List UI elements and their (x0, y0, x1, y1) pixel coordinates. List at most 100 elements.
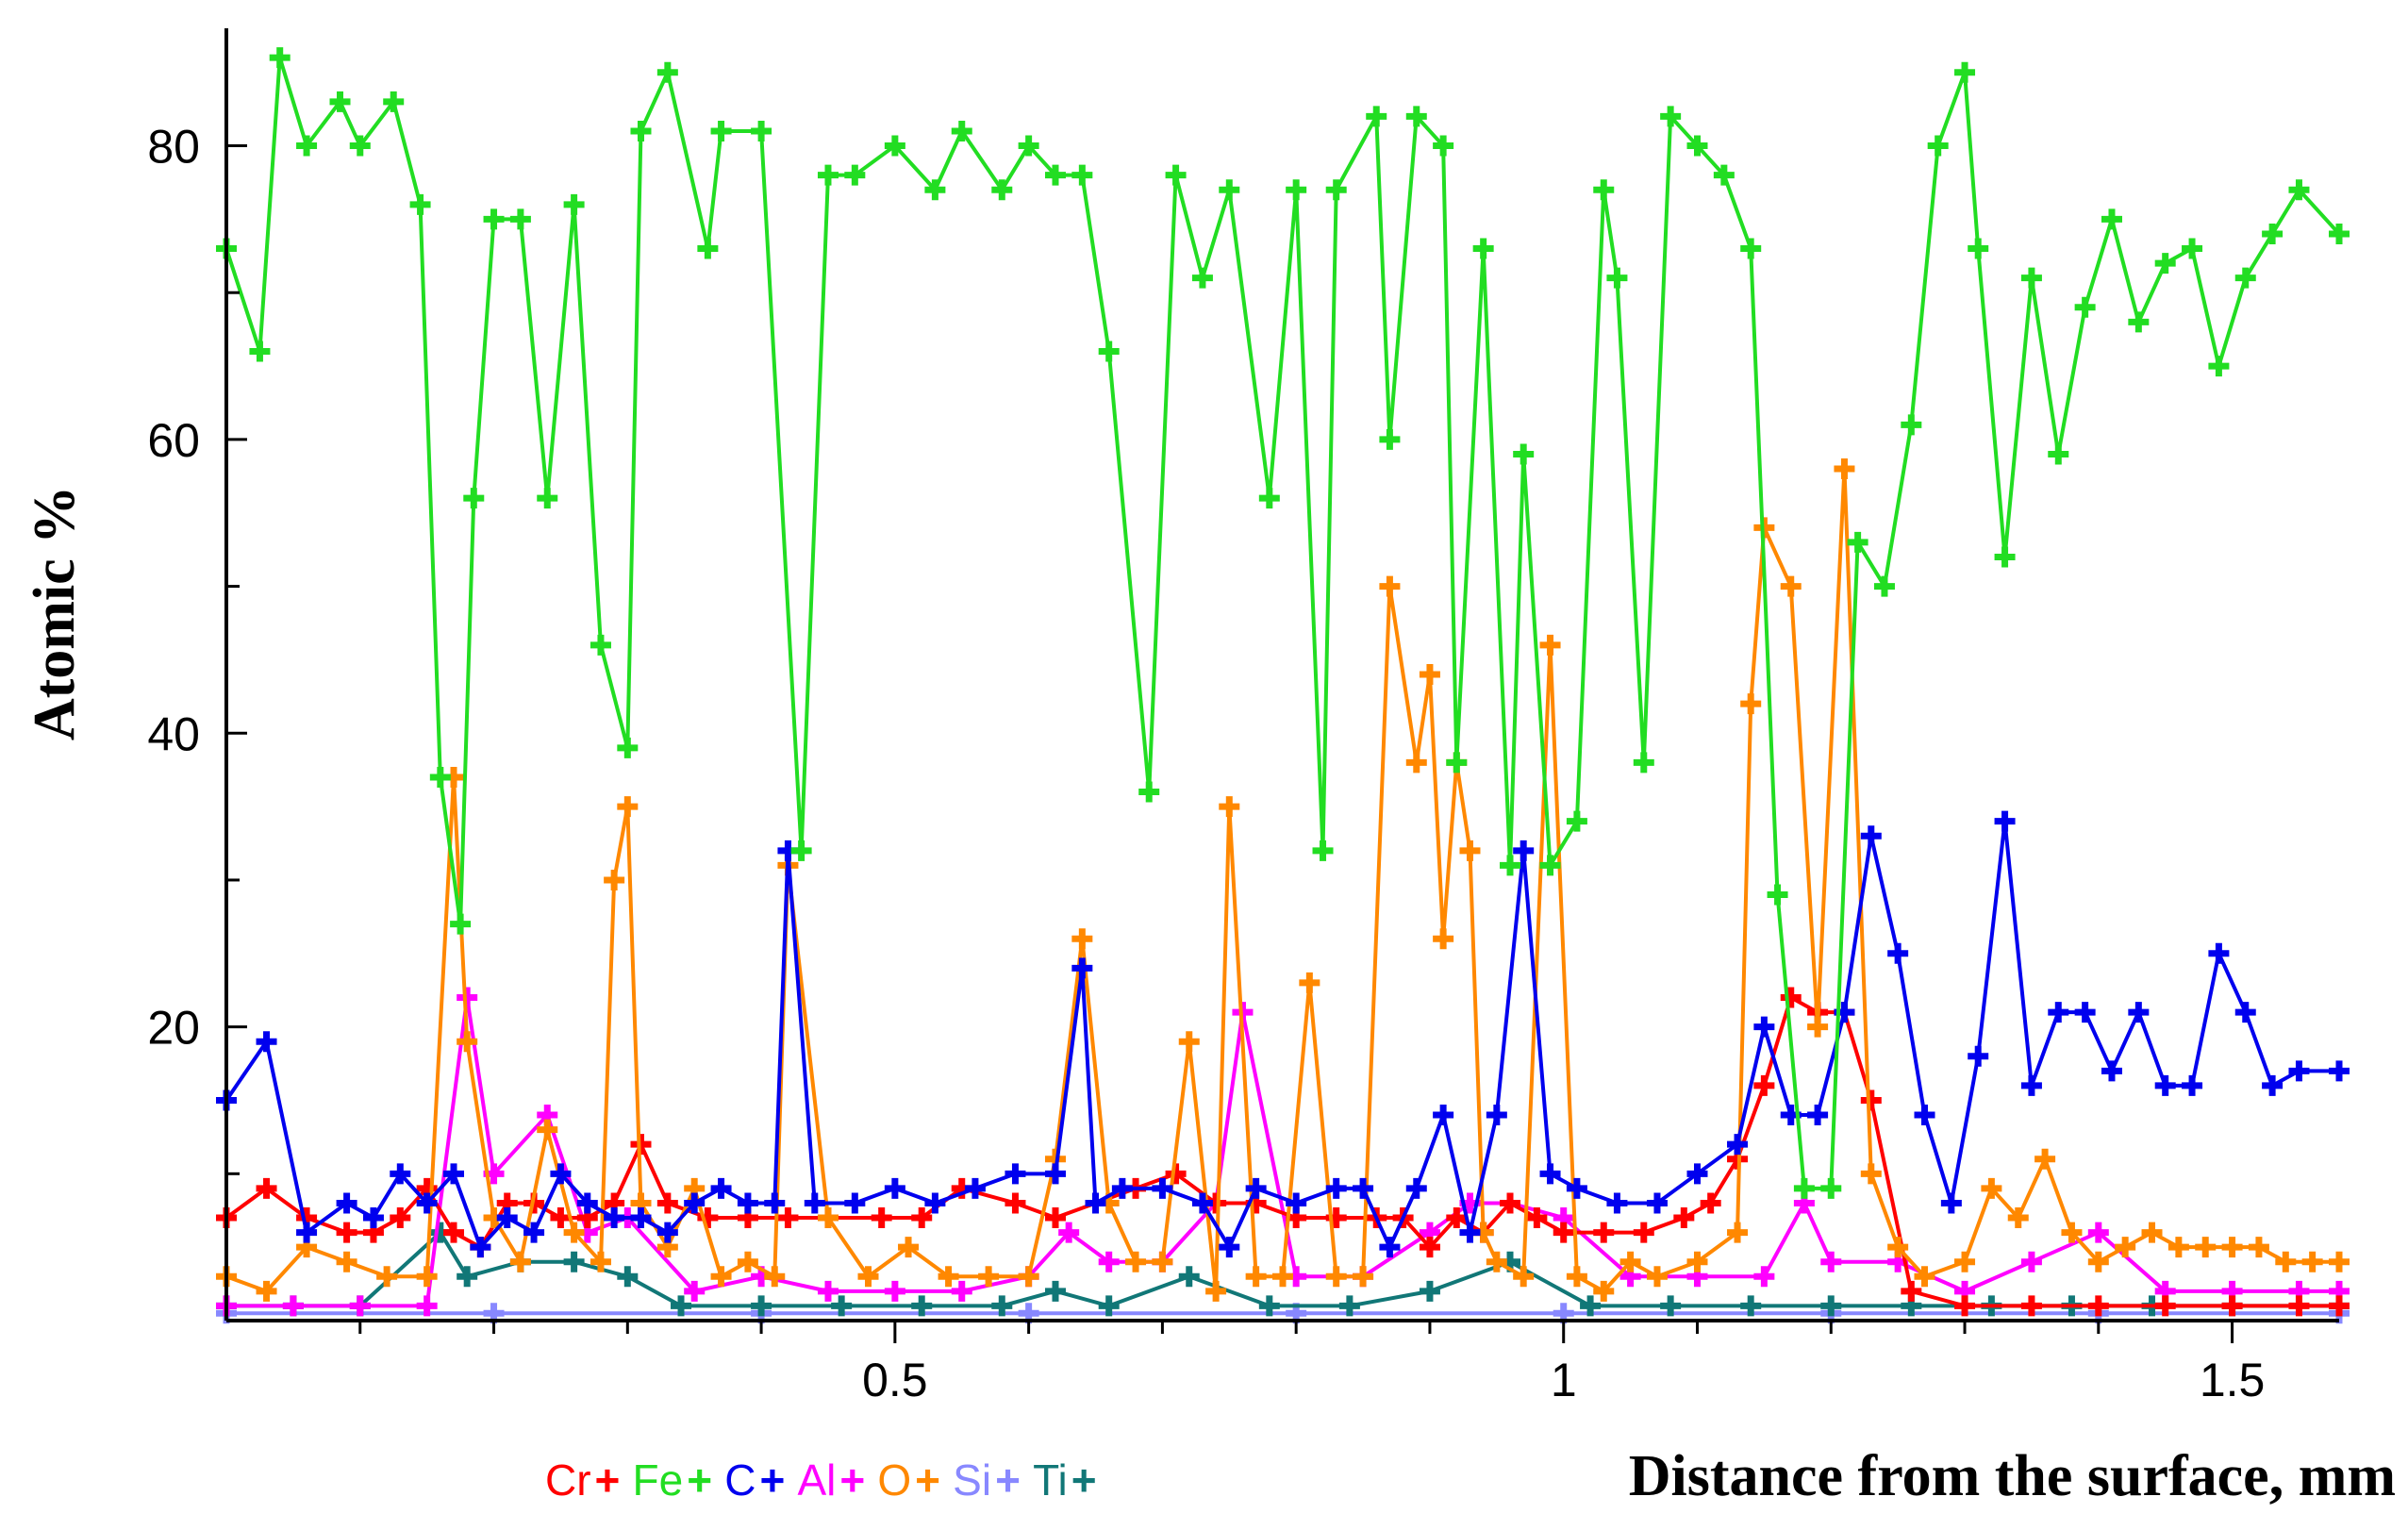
data-point-fe (1219, 179, 1240, 201)
data-point-fe (483, 208, 505, 230)
legend-marker-o: + (915, 1455, 940, 1505)
data-point-o (1125, 1251, 1147, 1272)
data-point-o (1566, 1266, 1587, 1288)
data-point-cr (550, 1207, 572, 1229)
data-point-c (964, 1177, 986, 1199)
data-point-fe (1606, 267, 1628, 289)
data-point-fe (951, 120, 972, 141)
x-tick-label: 0.5 (862, 1354, 928, 1406)
data-point-fe (2208, 356, 2230, 377)
data-point-cr (697, 1207, 719, 1229)
y-tick-label: 20 (147, 1002, 200, 1055)
data-point-cr (1633, 1222, 1654, 1243)
data-point-fe (630, 120, 652, 141)
data-point-fe (563, 193, 585, 215)
data-point-o (898, 1237, 920, 1258)
data-point-o (617, 796, 639, 818)
data-point-c (764, 1192, 786, 1214)
data-point-fe (429, 766, 451, 788)
data-point-c (710, 1177, 732, 1199)
legend-label-cr: Cr (545, 1455, 591, 1505)
data-point-fe (1660, 106, 1682, 127)
data-point-fe (450, 913, 472, 935)
data-point-al (1098, 1251, 1120, 1272)
data-point-o (2034, 1148, 2056, 1170)
data-point-fe (1593, 179, 1615, 201)
x-tick-label: 1 (1551, 1354, 1577, 1406)
data-point-al (416, 1295, 438, 1317)
legend-label-si: Si (953, 1455, 991, 1505)
data-point-o (256, 1280, 277, 1302)
legend-label-c: C (724, 1455, 756, 1505)
data-point-o (457, 1031, 478, 1053)
data-point-cr (1780, 987, 1802, 1008)
data-point-c (1914, 1105, 1935, 1126)
data-point-fe (1258, 488, 1280, 509)
data-point-fe (1366, 106, 1387, 127)
data-point-o (1727, 1222, 1749, 1243)
data-point-c (1513, 840, 1535, 861)
legend-marker-si: + (995, 1455, 1021, 1505)
data-point-o (2061, 1222, 2083, 1243)
data-point-c (496, 1207, 518, 1229)
data-point-cr (777, 1207, 799, 1229)
data-point-fe (1954, 61, 1976, 83)
data-point-o (1486, 1251, 1507, 1272)
data-point-fe (383, 91, 405, 112)
legend-label-fe: Fe (633, 1455, 684, 1505)
data-point-fe (509, 208, 531, 230)
x-tick-label: 1.5 (2200, 1354, 2266, 1406)
data-point-al (817, 1280, 839, 1302)
data-point-c (2208, 942, 2230, 964)
data-point-cr (2020, 1295, 2042, 1317)
data-point-o (1405, 752, 1427, 773)
data-point-cr (1860, 1089, 1882, 1111)
data-point-fe (409, 193, 431, 215)
data-point-al (2087, 1222, 2109, 1243)
data-point-ti (617, 1266, 639, 1288)
data-point-c (1085, 1192, 1106, 1214)
data-point-cr (1526, 1207, 1548, 1229)
data-point-fe (1138, 781, 1160, 803)
data-point-c (416, 1192, 438, 1214)
data-point-c (630, 1207, 652, 1229)
data-point-c (656, 1222, 678, 1243)
data-point-fe (1793, 1177, 1815, 1199)
data-point-fe (269, 47, 291, 69)
data-point-fe (697, 238, 719, 259)
y-tick-label: 80 (147, 121, 200, 174)
data-point-cr (2221, 1295, 2243, 1317)
data-point-fe (1873, 575, 1895, 597)
data-point-fe (1165, 164, 1187, 186)
data-point-fe (1713, 164, 1735, 186)
data-point-o (857, 1266, 879, 1288)
data-point-cr (2288, 1295, 2310, 1317)
data-point-fe (349, 135, 371, 157)
data-point-ti (671, 1295, 692, 1317)
data-point-o (537, 1119, 558, 1140)
data-point-cr (656, 1192, 678, 1214)
data-point-fe (1379, 428, 1401, 450)
data-point-ti (911, 1295, 933, 1317)
data-point-o (817, 1207, 839, 1229)
data-point-al (684, 1280, 706, 1302)
data-point-c (1353, 1177, 1374, 1199)
legend-marker-al: + (839, 1455, 865, 1505)
data-point-c (1071, 957, 1093, 979)
data-point-c (2234, 1002, 2256, 1023)
data-point-fe (1044, 164, 1066, 186)
data-point-c (2020, 1074, 2042, 1096)
data-point-o (2115, 1237, 2136, 1258)
data-point-o (1245, 1266, 1267, 1288)
data-point-o (1205, 1280, 1227, 1302)
data-point-c (1940, 1192, 1962, 1214)
data-point-c (523, 1222, 545, 1243)
data-point-c (1405, 1177, 1427, 1199)
data-point-al (2020, 1251, 2042, 1272)
data-point-al (1058, 1222, 1080, 1243)
data-point-al (349, 1295, 371, 1317)
data-point-c (1539, 1163, 1561, 1185)
data-point-cr (1901, 1280, 1922, 1302)
data-point-cr (1673, 1207, 1695, 1229)
